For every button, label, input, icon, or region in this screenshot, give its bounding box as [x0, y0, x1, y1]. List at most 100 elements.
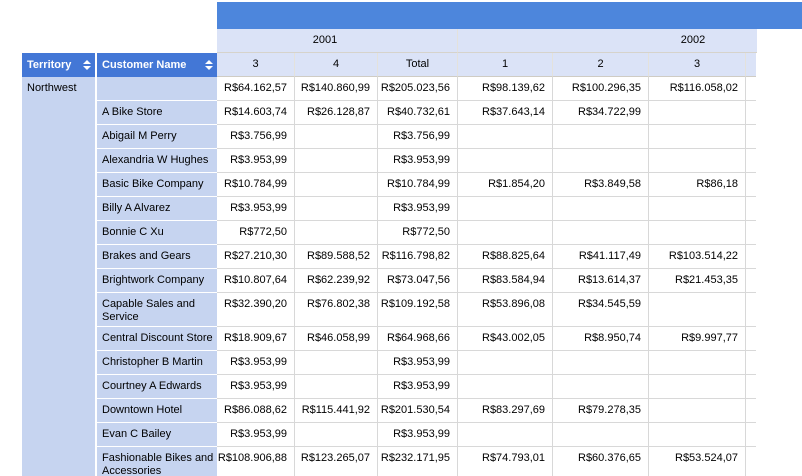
- table-row: Billy A Alvarez R$3.953,99 R$3.953,99: [97, 197, 756, 221]
- customer-name-cell: Fashionable Bikes and Accessories: [97, 447, 217, 476]
- data-cell-stub: [746, 269, 756, 293]
- table-row: Alexandria W Hughes R$3.953,99 R$3.953,9…: [97, 149, 756, 173]
- data-cell: R$3.953,99: [378, 351, 458, 375]
- data-cell: R$64.968,66: [378, 327, 458, 351]
- sort-desc-icon: [83, 66, 91, 70]
- data-cell: R$108.906,88: [217, 447, 295, 476]
- data-cell: [649, 197, 746, 221]
- data-cell-stub: [746, 351, 756, 375]
- customer-name-cell: A Bike Store: [97, 101, 217, 125]
- data-cell: [649, 423, 746, 447]
- data-cell: R$3.756,99: [378, 125, 458, 149]
- data-cell: R$53.896,08: [458, 293, 553, 327]
- data-cell: R$9.997,77: [649, 327, 746, 351]
- table-row: Fashionable Bikes and Accessories R$108.…: [97, 447, 756, 476]
- data-cell: R$3.953,99: [378, 149, 458, 173]
- data-cell: R$772,50: [217, 221, 295, 245]
- data-cell: R$3.953,99: [378, 423, 458, 447]
- customer-name-cell: Courtney A Edwards: [97, 375, 217, 399]
- data-cell: R$10.784,99: [217, 173, 295, 197]
- data-cell: R$21.453,35: [649, 269, 746, 293]
- data-cell: R$18.909,67: [217, 327, 295, 351]
- data-cell: R$3.953,99: [378, 197, 458, 221]
- data-cell: [458, 423, 553, 447]
- customer-name-cell: Brakes and Gears: [97, 245, 217, 269]
- data-cell-stub: [746, 375, 756, 399]
- customer-name-cell: Downtown Hotel: [97, 399, 217, 423]
- data-cell: R$109.192,58: [378, 293, 458, 327]
- data-cell: R$205.023,56: [378, 77, 458, 101]
- data-cell: R$3.953,99: [378, 375, 458, 399]
- data-cell-stub: [746, 101, 756, 125]
- customer-name-cell: Alexandria W Hughes: [97, 149, 217, 173]
- data-cell-stub: [746, 293, 756, 327]
- data-cell-stub: [746, 399, 756, 423]
- table-row: Christopher B Martin R$3.953,99 R$3.953,…: [97, 351, 756, 375]
- data-cell: R$83.584,94: [458, 269, 553, 293]
- table-row: A Bike Store R$14.603,74 R$26.128,87 R$4…: [97, 101, 756, 125]
- data-cell: [649, 399, 746, 423]
- customer-name-cell: Bonnie C Xu: [97, 221, 217, 245]
- data-cell-stub: [746, 423, 756, 447]
- month-header: 1: [458, 53, 553, 77]
- data-cell: R$64.162,57: [217, 77, 295, 101]
- data-cell: R$40.732,61: [378, 101, 458, 125]
- data-cell: R$116.058,02: [649, 77, 746, 101]
- customer-name-cell: Abigail M Perry: [97, 125, 217, 149]
- data-cell: R$1.854,20: [458, 173, 553, 197]
- data-cell: [649, 293, 746, 327]
- table-row: Evan C Bailey R$3.953,99 R$3.953,99: [97, 423, 756, 447]
- customer-name-cell: Capable Sales and Service: [97, 293, 217, 327]
- data-cell-stub: [746, 77, 756, 101]
- data-cell: R$32.390,20: [217, 293, 295, 327]
- table-row: Abigail M Perry R$3.756,99 R$3.756,99: [97, 125, 756, 149]
- year-header-row: 2001 2002: [217, 29, 757, 53]
- data-cell-stub: [746, 149, 756, 173]
- data-cell: R$34.545,59: [553, 293, 649, 327]
- data-cell: [553, 197, 649, 221]
- data-cell: [649, 101, 746, 125]
- data-cell: R$3.756,99: [217, 125, 295, 149]
- data-cell: R$83.297,69: [458, 399, 553, 423]
- data-cell: [553, 375, 649, 399]
- data-cell: R$89.588,52: [295, 245, 378, 269]
- customer-name-cell: [97, 77, 217, 101]
- data-cell: [458, 197, 553, 221]
- data-cell: [295, 173, 378, 197]
- sort-updown-icon[interactable]: [205, 60, 213, 70]
- data-cell: R$103.514,22: [649, 245, 746, 269]
- data-cell: R$13.614,37: [553, 269, 649, 293]
- sort-desc-icon: [205, 66, 213, 70]
- data-cell: [553, 221, 649, 245]
- table-row: Brakes and Gears R$27.210,30 R$89.588,52…: [97, 245, 756, 269]
- data-cell-stub: [746, 221, 756, 245]
- data-cell: R$3.953,99: [217, 375, 295, 399]
- month-header-stub: [746, 53, 756, 77]
- data-cell: R$3.953,99: [217, 197, 295, 221]
- data-cell: [553, 149, 649, 173]
- customer-name-cell: Central Discount Store: [97, 327, 217, 351]
- data-cell-stub: [746, 327, 756, 351]
- sort-updown-icon[interactable]: [83, 60, 91, 70]
- customer-name-cell: Basic Bike Company: [97, 173, 217, 197]
- data-cell: [649, 149, 746, 173]
- table-row: R$64.162,57 R$140.860,99 R$205.023,56 R$…: [97, 77, 756, 101]
- customer-name-column-header[interactable]: Customer Name: [97, 53, 217, 77]
- data-cell: R$74.793,01: [458, 447, 553, 476]
- table-row: Downtown Hotel R$86.088,62 R$115.441,92 …: [97, 399, 756, 423]
- data-cell: R$86,18: [649, 173, 746, 197]
- customer-name-cell: Evan C Bailey: [97, 423, 217, 447]
- data-cell: R$3.953,99: [217, 351, 295, 375]
- data-cell: R$26.128,87: [295, 101, 378, 125]
- territory-column-header[interactable]: Territory: [22, 53, 95, 77]
- data-cell: [649, 125, 746, 149]
- data-cell: [295, 125, 378, 149]
- data-cell: R$3.849,58: [553, 173, 649, 197]
- month-header-total: Total: [378, 53, 458, 77]
- data-cell: R$62.239,92: [295, 269, 378, 293]
- data-cell: R$14.603,74: [217, 101, 295, 125]
- data-cell: R$46.058,99: [295, 327, 378, 351]
- data-cell: R$8.950,74: [553, 327, 649, 351]
- data-cell: R$76.802,38: [295, 293, 378, 327]
- month-header: 4: [295, 53, 378, 77]
